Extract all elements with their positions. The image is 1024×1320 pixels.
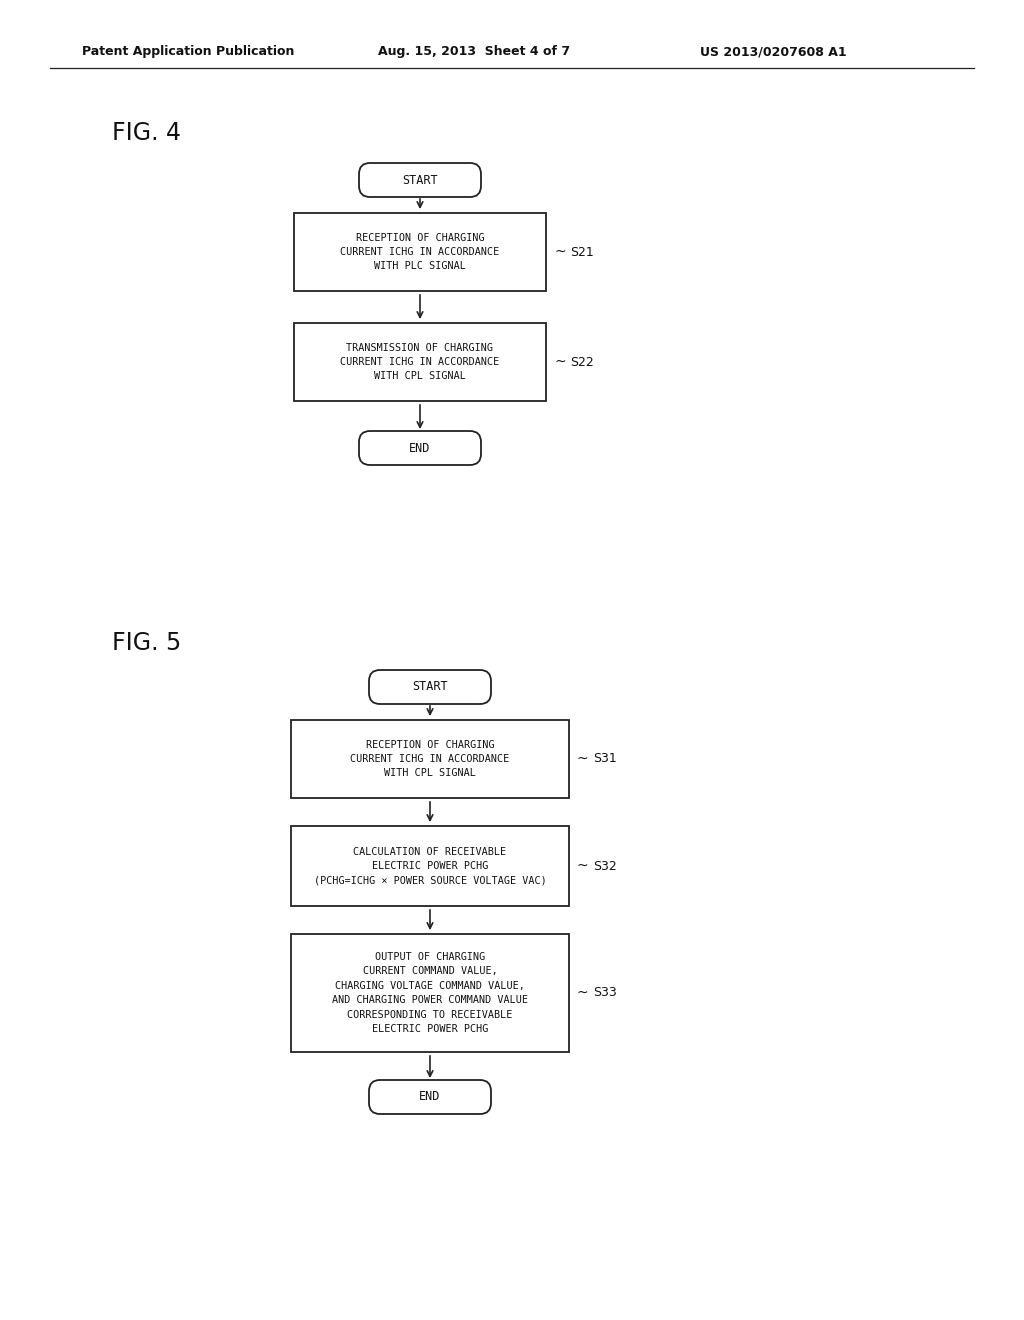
Text: S22: S22 bbox=[570, 355, 594, 368]
Text: ~: ~ bbox=[577, 752, 589, 766]
FancyBboxPatch shape bbox=[369, 1080, 490, 1114]
Text: END: END bbox=[419, 1090, 440, 1104]
Text: S31: S31 bbox=[593, 752, 616, 766]
Text: ~: ~ bbox=[577, 986, 589, 1001]
Bar bbox=[291, 719, 569, 799]
Text: RECEPTION OF CHARGING
CURRENT ICHG IN ACCORDANCE
WITH CPL SIGNAL: RECEPTION OF CHARGING CURRENT ICHG IN AC… bbox=[350, 739, 510, 779]
Text: CALCULATION OF RECEIVABLE
ELECTRIC POWER PCHG
(PCHG=ICHG × POWER SOURCE VOLTAGE : CALCULATION OF RECEIVABLE ELECTRIC POWER… bbox=[313, 846, 547, 886]
Text: START: START bbox=[413, 681, 447, 693]
Text: TRANSMISSION OF CHARGING
CURRENT ICHG IN ACCORDANCE
WITH CPL SIGNAL: TRANSMISSION OF CHARGING CURRENT ICHG IN… bbox=[340, 343, 500, 381]
Text: ~: ~ bbox=[554, 355, 565, 370]
Text: ~: ~ bbox=[577, 859, 589, 873]
Text: US 2013/0207608 A1: US 2013/0207608 A1 bbox=[700, 45, 847, 58]
Bar bbox=[291, 935, 569, 1052]
Text: Patent Application Publication: Patent Application Publication bbox=[82, 45, 294, 58]
Text: END: END bbox=[410, 441, 431, 454]
Text: Aug. 15, 2013  Sheet 4 of 7: Aug. 15, 2013 Sheet 4 of 7 bbox=[378, 45, 570, 58]
Text: START: START bbox=[402, 173, 438, 186]
Text: RECEPTION OF CHARGING
CURRENT ICHG IN ACCORDANCE
WITH PLC SIGNAL: RECEPTION OF CHARGING CURRENT ICHG IN AC… bbox=[340, 232, 500, 272]
FancyBboxPatch shape bbox=[369, 671, 490, 704]
Bar bbox=[294, 213, 546, 290]
Bar bbox=[291, 826, 569, 906]
Text: FIG. 4: FIG. 4 bbox=[112, 121, 181, 145]
Text: ~: ~ bbox=[554, 246, 565, 259]
Text: OUTPUT OF CHARGING
CURRENT COMMAND VALUE,
CHARGING VOLTAGE COMMAND VALUE,
AND CH: OUTPUT OF CHARGING CURRENT COMMAND VALUE… bbox=[332, 952, 528, 1034]
Text: S21: S21 bbox=[570, 246, 594, 259]
Text: S33: S33 bbox=[593, 986, 616, 999]
Bar bbox=[294, 323, 546, 401]
Text: FIG. 5: FIG. 5 bbox=[112, 631, 181, 655]
Text: S32: S32 bbox=[593, 859, 616, 873]
FancyBboxPatch shape bbox=[359, 162, 481, 197]
FancyBboxPatch shape bbox=[359, 432, 481, 465]
